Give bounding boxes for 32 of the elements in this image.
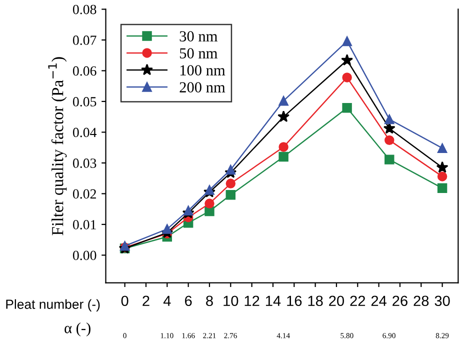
- y-tick-label: 0.08: [72, 4, 96, 14]
- x-tick-label: 18: [308, 296, 323, 306]
- y-tick-label: 0.00: [72, 250, 96, 260]
- y-tick-label: 0.06: [72, 66, 96, 76]
- x-tick-label: 14: [266, 296, 281, 306]
- y-tick-label: 0.01: [72, 220, 96, 230]
- x-tick-label: 16: [287, 296, 302, 306]
- x-tick-label: 28: [414, 296, 429, 306]
- x-tick-label: 22: [350, 296, 366, 306]
- x2-axis-title: α (-): [64, 322, 90, 336]
- y-tick-label: 0.03: [72, 158, 96, 168]
- legend-label: 100 nm: [180, 65, 226, 76]
- x-tick-label: 10: [224, 296, 238, 306]
- x-tick-label: 20: [329, 296, 344, 306]
- x-tick-label: 30: [434, 296, 450, 306]
- legend-label: 50 nm: [180, 48, 218, 58]
- legend-label: 200 nm: [180, 82, 226, 92]
- x-tick-label: 26: [392, 296, 408, 306]
- y-tick-label: 0.05: [72, 97, 96, 106]
- x-tick-label: 4: [163, 296, 171, 306]
- y-tick-label: 0.02: [72, 189, 96, 199]
- x-tick-label: 8: [206, 296, 213, 306]
- x-tick-label: 12: [244, 296, 260, 306]
- x-tick-label: 0: [121, 296, 128, 306]
- x-axis-title: Pleat number (-): [6, 299, 100, 312]
- x-tick-label: 24: [371, 296, 386, 306]
- y-tick-label: 0.04: [72, 128, 97, 138]
- x-tick-label: 2: [142, 296, 150, 306]
- x-tick-label: 6: [185, 296, 192, 306]
- y-tick-label: 0.07: [72, 36, 96, 45]
- y-axis-title: Filter quality factor (Pa$^{−1}$): [48, 57, 67, 236]
- legend-label: 30 nm: [180, 31, 218, 42]
